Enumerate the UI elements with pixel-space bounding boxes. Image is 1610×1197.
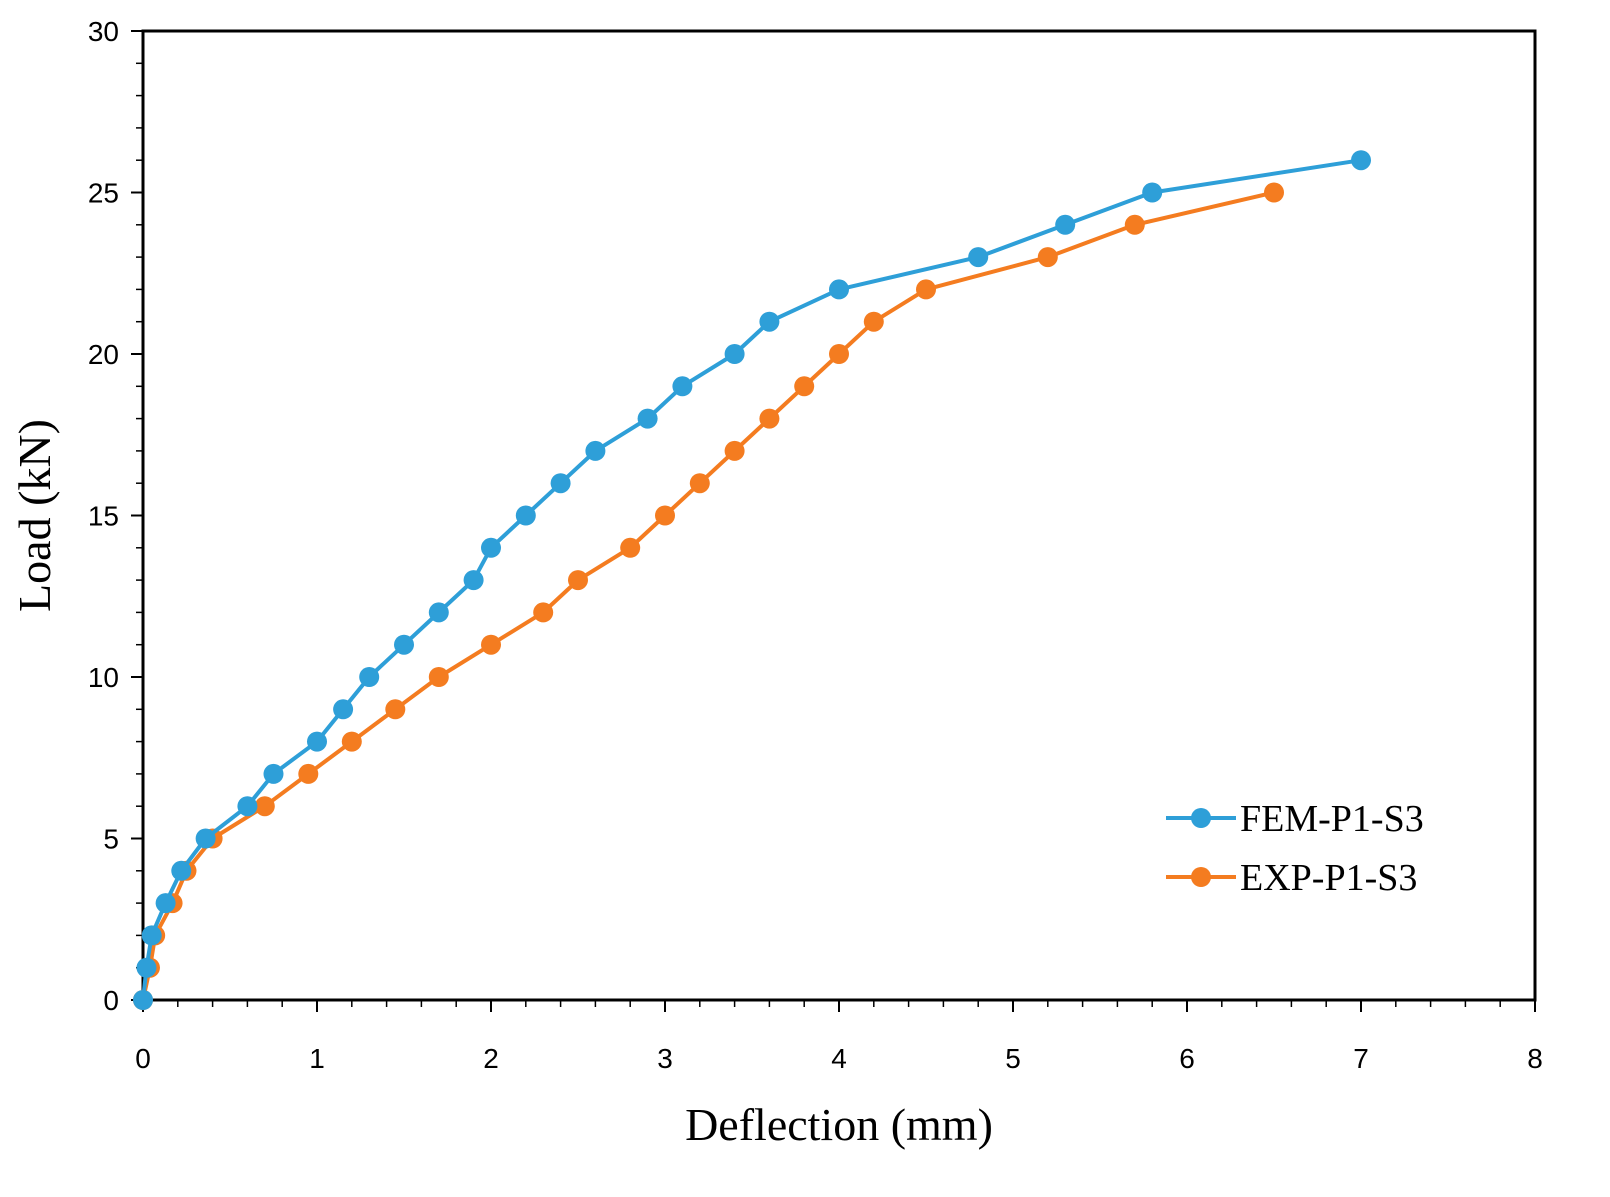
- x-tick-label: 8: [1527, 1043, 1543, 1074]
- x-axis-title: Deflection (mm): [685, 1099, 993, 1150]
- legend-label-fem: FEM-P1-S3: [1240, 798, 1424, 840]
- data-point: [133, 990, 153, 1010]
- data-point: [585, 440, 606, 461]
- data-point: [672, 376, 693, 397]
- data-point: [863, 311, 884, 332]
- legend: FEM-P1-S3 EXP-P1-S3: [1166, 798, 1424, 899]
- data-point: [515, 505, 536, 526]
- y-tick-label: 30: [88, 16, 119, 47]
- y-tick-label: 15: [88, 501, 119, 532]
- data-point: [1264, 182, 1284, 203]
- data-point: [394, 634, 414, 655]
- data-point: [385, 699, 406, 720]
- data-point: [655, 505, 675, 526]
- x-tick-label: 6: [1179, 1043, 1195, 1074]
- data-point: [428, 667, 449, 687]
- x-tick-label: 5: [1005, 1043, 1021, 1074]
- plot-frame: [141, 29, 1537, 1002]
- series-layer: [133, 150, 1371, 1010]
- legend-marker-exp: [1191, 867, 1211, 887]
- data-point: [637, 408, 658, 429]
- data-point: [171, 860, 192, 881]
- data-point: [1351, 150, 1371, 171]
- data-point: [333, 699, 354, 720]
- data-point: [829, 279, 849, 300]
- data-point: [298, 763, 319, 784]
- data-point: [237, 796, 258, 817]
- x-tick-labels: 0 1 2 3 4 5 6 7 8: [135, 1043, 1543, 1074]
- data-point: [759, 311, 780, 332]
- data-point: [1037, 247, 1058, 268]
- legend-entry-fem: FEM-P1-S3: [1166, 798, 1424, 840]
- data-point: [759, 408, 780, 429]
- data-point: [724, 440, 745, 461]
- y-tick-labels: 0 5 10 15 20 25 30: [88, 16, 119, 1016]
- data-point: [155, 893, 176, 914]
- x-tick-label: 0: [135, 1043, 151, 1074]
- data-point: [481, 537, 501, 558]
- series-fem-p1-s3: [133, 150, 1371, 1010]
- data-point: [195, 828, 216, 849]
- data-point: [568, 570, 588, 591]
- y-tick-label: 20: [88, 339, 119, 370]
- data-point: [263, 763, 284, 784]
- data-point: [1055, 214, 1076, 235]
- data-point: [359, 667, 380, 687]
- legend-entry-exp: EXP-P1-S3: [1166, 857, 1417, 899]
- data-point: [968, 247, 989, 268]
- data-point: [620, 537, 641, 558]
- y-tick-label: 10: [88, 662, 119, 693]
- data-point: [463, 570, 484, 591]
- data-point: [428, 602, 449, 623]
- legend-marker-fem: [1191, 808, 1211, 828]
- data-point: [724, 344, 745, 364]
- x-tick-label: 3: [657, 1043, 673, 1074]
- data-point: [1124, 214, 1145, 235]
- y-tick-label: 5: [103, 824, 119, 855]
- data-point: [829, 344, 849, 364]
- series-line: [141, 190, 1275, 1001]
- series-line: [141, 158, 1362, 1001]
- data-point: [481, 634, 501, 655]
- y-tick-label: 0: [103, 985, 119, 1016]
- data-point: [341, 731, 362, 752]
- legend-label-exp: EXP-P1-S3: [1240, 857, 1417, 899]
- data-point: [689, 473, 710, 494]
- data-point: [794, 376, 815, 397]
- x-tick-label: 4: [831, 1043, 847, 1074]
- data-point: [307, 731, 327, 752]
- data-point: [916, 279, 936, 300]
- x-tick-label: 2: [483, 1043, 499, 1074]
- data-point: [1142, 182, 1163, 203]
- y-tick-label: 25: [88, 178, 119, 209]
- data-point: [533, 602, 554, 623]
- data-point: [254, 796, 275, 817]
- data-point: [136, 957, 157, 978]
- data-point: [141, 925, 162, 946]
- series-exp-p1-s3: [133, 182, 1284, 1010]
- y-axis-title: Load (kN): [9, 419, 60, 612]
- x-tick-label: 1: [309, 1043, 325, 1074]
- data-point: [550, 473, 571, 494]
- x-tick-label: 7: [1353, 1043, 1369, 1074]
